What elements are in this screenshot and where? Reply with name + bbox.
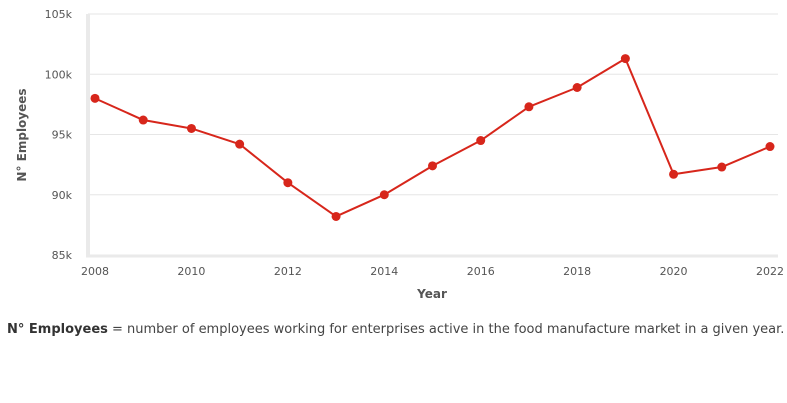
series: [90, 54, 775, 221]
data-point[interactable]: [428, 161, 437, 171]
x-tick-label: 2010: [177, 265, 205, 278]
caption-term: N° Employees: [7, 322, 108, 337]
series-line: [94, 57, 771, 218]
data-point[interactable]: [620, 54, 630, 64]
axes: [86, 14, 778, 258]
data-point[interactable]: [186, 123, 196, 133]
data-point[interactable]: [379, 190, 389, 200]
chart-caption: N° Employees = number of employees worki…: [7, 322, 784, 337]
data-point[interactable]: [331, 211, 341, 221]
y-tick-label: 85k: [52, 249, 73, 262]
x-tick-label: 2016: [467, 265, 495, 278]
x-axis-title: Year: [416, 287, 447, 301]
data-point[interactable]: [669, 169, 679, 179]
grid-lines: [88, 13, 778, 256]
x-tick-label: 2012: [274, 265, 302, 278]
caption-text: = number of employees working for enterp…: [107, 322, 785, 337]
x-tick-label: 2014: [370, 265, 398, 278]
data-point[interactable]: [717, 162, 727, 172]
data-point[interactable]: [765, 142, 775, 152]
y-tick-label: 95k: [52, 129, 73, 142]
data-point[interactable]: [90, 93, 100, 103]
y-axis-title: N° Employees: [15, 88, 29, 181]
y-tick-labels: 85k 90k 95k 100k 105k: [45, 8, 73, 262]
y-tick-label: 100k: [45, 68, 73, 81]
x-tick-labels: 2008 2010 2012 2014 2016 2018 2020 2022: [81, 265, 784, 278]
data-point[interactable]: [235, 139, 245, 149]
x-tick-label: 2018: [563, 265, 591, 278]
x-tick-label: 2020: [660, 265, 688, 278]
data-point[interactable]: [524, 102, 534, 112]
y-tick-label: 90k: [52, 189, 73, 202]
x-tick-label: 2022: [756, 265, 784, 278]
y-tick-label: 105k: [45, 8, 73, 21]
data-point[interactable]: [572, 83, 582, 93]
data-point[interactable]: [476, 136, 486, 146]
data-point[interactable]: [138, 115, 148, 125]
x-tick-label: 2008: [81, 265, 109, 278]
data-point[interactable]: [283, 178, 293, 188]
